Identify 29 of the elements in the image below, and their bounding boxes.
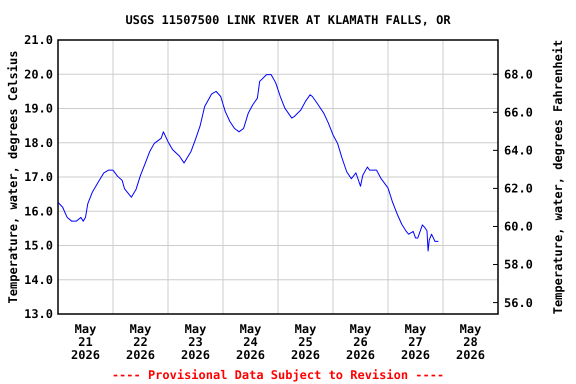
y-tick-label: 17.0 — [24, 170, 53, 184]
x-tick-label: May 28 2026 — [456, 322, 485, 362]
y-tick-label: 21.0 — [24, 33, 53, 48]
y2-tick-label: 60.0 — [504, 220, 533, 234]
text: ---- Provisional Data Subject to Revision ---- — [112, 368, 444, 382]
x-tick-label: May 26 2026 — [346, 322, 375, 362]
y-tick-label: 13.0 — [24, 307, 53, 322]
y2-tick-label: 56.0 — [504, 296, 533, 310]
y2-tick-label: 68.0 — [504, 67, 533, 82]
y-axis-title: Temperature, water, degrees Celsius — [6, 50, 20, 304]
x-tick-label: May 27 2026 — [401, 322, 430, 362]
y-tick-label: 20.0 — [24, 67, 53, 82]
y-tick-label: 15.0 — [24, 238, 53, 253]
y-tick-label: 16.0 — [24, 204, 53, 218]
chart-title: USGS 11507500 LINK RIVER AT KLAMATH FALLS, OR — [125, 13, 452, 27]
y2-tick-label: 66.0 — [504, 106, 533, 120]
y2-tick-label: 64.0 — [504, 144, 533, 158]
x-tick-label: May 23 2026 — [181, 322, 210, 362]
y-tick-label: 14.0 — [24, 272, 53, 287]
line-series — [58, 74, 439, 252]
y2-tick-label: 62.0 — [504, 182, 533, 196]
x-tick-label: May 25 2026 — [291, 322, 320, 362]
y2-tick-label: 58.0 — [504, 258, 533, 272]
x-tick-label: May 22 2026 — [126, 322, 155, 362]
y-tick-label: 19.0 — [24, 102, 53, 116]
y-tick-label: 18.0 — [24, 136, 53, 150]
y2-axis-title: Temperature, water, degrees Fahrenheit — [551, 40, 565, 314]
x-tick-label: May 21 2026 — [71, 322, 100, 362]
x-tick-label: May 24 2026 — [236, 322, 265, 362]
